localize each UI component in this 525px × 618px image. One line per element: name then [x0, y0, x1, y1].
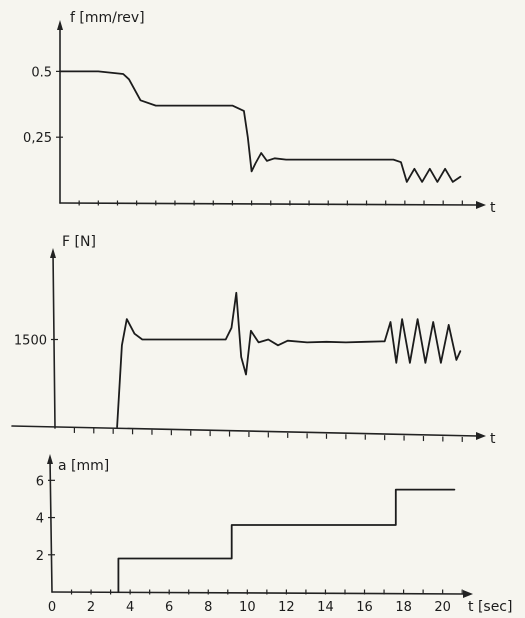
depth-y-axis: [49, 457, 53, 593]
force-y-ticks: 1500: [14, 334, 58, 349]
depth-y-ticks: 2 4 6: [36, 474, 55, 564]
x-tick-label: 20: [434, 600, 451, 615]
feed-x-label: t: [490, 200, 496, 216]
x-tick-label: 0: [48, 600, 56, 615]
depth-x-label: t [sec]: [468, 599, 512, 615]
x-tick-label: 6: [165, 600, 173, 615]
x-tick-label: 16: [356, 600, 373, 615]
y-tick-label: 2: [36, 549, 44, 564]
feed-y-label: f [mm/rev]: [70, 10, 145, 26]
feed-x-axis: [59, 202, 479, 206]
x-tick-label: 12: [278, 600, 295, 615]
x-tick-label: 14: [317, 600, 334, 615]
x-tick-label: 10: [239, 600, 256, 615]
y-tick-label: 0,25: [23, 131, 52, 146]
feed-y-arrow: [57, 20, 63, 30]
panel-feed: f [mm/rev] t 0.5 0,25: [23, 10, 496, 216]
depth-x-axis: [51, 591, 466, 595]
force-curve: [116, 291, 462, 428]
depth-x-arrow: [463, 590, 473, 598]
depth-y-label: a [mm]: [58, 458, 109, 474]
y-tick-label: 6: [36, 474, 44, 489]
depth-x-ticks: 0 2 4 6 8 10 12 14 16 18 20: [48, 589, 463, 615]
y-tick-label: 0.5: [31, 65, 52, 80]
x-tick-label: 2: [87, 600, 95, 615]
force-x-ticks: [73, 427, 463, 442]
x-tick-label: 18: [395, 600, 412, 615]
feed-x-ticks: [78, 200, 463, 206]
force-x-axis: [11, 425, 479, 437]
y-tick-label: 1500: [14, 334, 47, 349]
depth-curve: [117, 488, 456, 593]
x-tick-label: 4: [126, 600, 134, 615]
panel-depth: a [mm] t [sec] 2 4 6 0 2 4 6 8 10 12 14 16 18 20: [36, 454, 512, 615]
feed-y-ticks: 0.5 0,25: [23, 65, 63, 146]
force-x-label: t: [490, 431, 496, 447]
feed-x-arrow: [476, 201, 486, 209]
depth-y-arrow: [47, 454, 53, 464]
panel-force: F [N] t 1500: [11, 234, 496, 447]
force-x-arrow: [476, 432, 486, 440]
y-tick-label: 4: [36, 512, 44, 527]
feed-curve: [59, 70, 462, 183]
force-y-arrow: [50, 248, 56, 258]
x-tick-label: 8: [204, 600, 212, 615]
force-y-label: F [N]: [62, 234, 96, 250]
